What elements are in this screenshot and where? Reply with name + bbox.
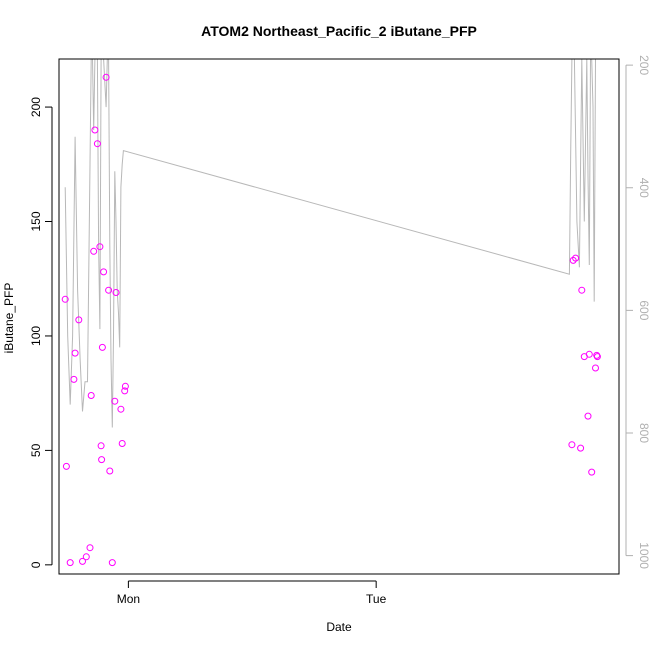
y-tick-label: 0 <box>29 561 43 568</box>
data-point <box>90 247 98 255</box>
y-tick-label-right: 800 <box>637 423 650 443</box>
data-point <box>105 286 113 294</box>
y-tick-label: 100 <box>29 326 43 346</box>
plot-frame <box>58 58 620 575</box>
data-point <box>572 254 580 262</box>
data-point <box>87 392 95 399</box>
data-point <box>578 286 586 294</box>
data-point <box>75 316 83 324</box>
data-point <box>97 442 105 450</box>
data-point <box>102 73 110 81</box>
series-line <box>64 58 598 428</box>
data-point <box>585 350 593 358</box>
x-tick-label: Tue <box>366 592 387 606</box>
data-point <box>106 467 114 475</box>
data-point <box>71 349 79 357</box>
data-point <box>593 351 601 359</box>
data-point <box>98 456 106 464</box>
y-axis-label: iButane_PFP <box>2 283 16 354</box>
y-tick-label-right: 600 <box>637 300 650 320</box>
data-point <box>117 405 125 413</box>
data-point <box>112 289 120 296</box>
x-axis-label: Date <box>326 620 352 634</box>
data-point <box>111 397 119 405</box>
y-tick-label: 50 <box>29 443 43 457</box>
data-point <box>98 343 106 351</box>
data-point <box>66 559 74 567</box>
data-point <box>569 256 577 264</box>
data-point <box>79 557 86 565</box>
data-point <box>121 382 129 390</box>
y-tick-label-right: 200 <box>637 55 650 75</box>
data-point <box>100 268 108 276</box>
line-series <box>64 58 598 428</box>
y-tick-label: 200 <box>29 97 43 117</box>
data-point <box>96 243 104 251</box>
data-point <box>118 440 126 447</box>
data-point <box>588 468 596 476</box>
chart-title: ATOM2 Northeast_Pacific_2 iButane_PFP <box>201 23 477 39</box>
data-point <box>593 353 601 361</box>
data-point <box>584 412 592 420</box>
x-tick-label: Mon <box>117 592 140 606</box>
y-tick-label-right: 400 <box>637 178 650 198</box>
data-point <box>91 126 99 134</box>
y-tick-label: 150 <box>29 211 43 231</box>
y-tick-label-right: 1000 <box>637 542 650 569</box>
y-axis: 0 50 100 150 200 <box>29 97 53 568</box>
x-axis: Mon Tue <box>117 580 387 606</box>
data-point <box>93 140 101 148</box>
data-point <box>108 559 116 567</box>
data-point <box>70 375 78 383</box>
data-point <box>82 553 90 561</box>
data-point <box>86 544 94 552</box>
point-series <box>61 73 601 567</box>
y-axis-right: 200 400 600 800 1000 <box>625 55 650 569</box>
data-point <box>568 441 576 449</box>
data-point <box>121 387 129 395</box>
data-point <box>61 295 69 303</box>
data-point <box>62 462 70 470</box>
data-point <box>577 444 585 452</box>
data-point <box>592 364 599 372</box>
